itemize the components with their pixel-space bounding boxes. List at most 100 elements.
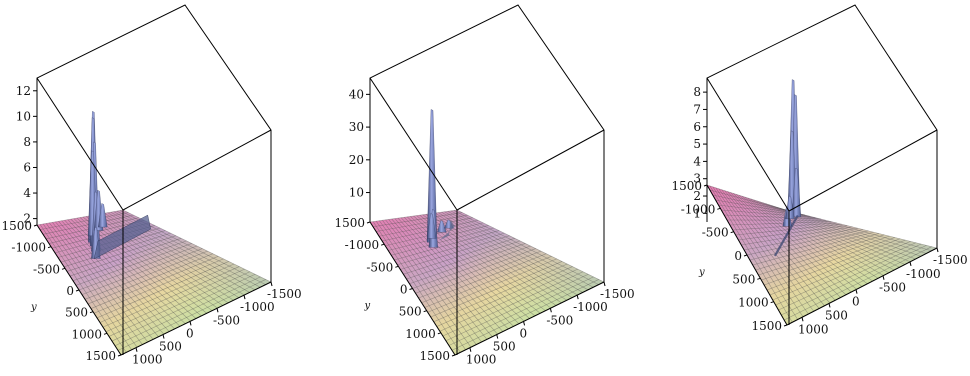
x-tick-label: 1000 <box>132 353 163 367</box>
grid-line <box>418 250 542 299</box>
y-tick-label: 1500 <box>334 216 365 230</box>
y-tick <box>47 246 52 249</box>
y-tick <box>89 311 94 314</box>
grid-line <box>709 185 793 323</box>
y-tick <box>33 224 38 227</box>
x-tick <box>549 308 552 313</box>
z-tick-label: 4 <box>693 154 701 168</box>
grid-line <box>718 188 809 315</box>
grid-line <box>785 209 932 252</box>
grid-line <box>447 211 589 291</box>
y-tick-label: 1500 <box>671 179 702 193</box>
grid-line <box>78 245 198 291</box>
grid-line <box>36 209 124 226</box>
x-tick-label: 500 <box>159 340 182 354</box>
x-tick-label: -1500 <box>600 287 635 301</box>
grid-line <box>764 237 895 286</box>
grid-line <box>92 215 218 309</box>
grid-line <box>39 212 129 230</box>
surface-plane-shade <box>370 210 604 355</box>
surface-peak <box>97 203 108 228</box>
y-tick <box>103 332 108 335</box>
grid-line <box>95 214 223 306</box>
grid-line <box>448 276 594 346</box>
grid-line <box>738 225 848 241</box>
grid-line <box>72 240 187 281</box>
grid-line <box>385 219 482 343</box>
y-tick-label: -1000 <box>681 202 716 216</box>
z-tick-label: 40 <box>349 87 364 101</box>
grid-line <box>407 216 520 324</box>
x-tick-label: -1500 <box>933 253 968 267</box>
surface-ridge <box>773 214 799 257</box>
grid-line <box>114 276 261 346</box>
grid-line <box>424 256 552 308</box>
bounding-box-top-edge <box>788 129 938 212</box>
y-axis-label: y <box>698 267 705 278</box>
x-tick-label: 0 <box>186 326 194 340</box>
y-tick-label: -1000 <box>11 241 46 255</box>
grid-line <box>421 253 547 304</box>
y-tick <box>117 354 122 357</box>
grid-line <box>427 258 557 313</box>
grid-line <box>736 194 841 298</box>
grid-line <box>403 217 514 327</box>
y-tick-label: 500 <box>399 305 422 319</box>
grid-line <box>52 222 149 343</box>
y-tick <box>717 207 721 210</box>
x-tick <box>162 334 165 339</box>
surface-peaks <box>426 109 455 248</box>
y-tick <box>409 288 413 290</box>
bounding-box-top-edge <box>706 77 790 212</box>
x-tick <box>523 321 526 326</box>
grid-line <box>445 274 589 342</box>
y-tick <box>770 301 774 304</box>
z-tick-label: 7 <box>693 102 701 116</box>
grid-line <box>752 231 874 266</box>
grid-line <box>61 220 165 335</box>
grid-line <box>96 261 229 319</box>
grid-line <box>406 240 521 280</box>
y-axis-ticks: 1500 -1000 -500 0 500 1000 1500 <box>334 216 456 363</box>
x-tick <box>496 334 499 339</box>
y-tick-label: 1500 <box>419 349 450 363</box>
grid-line <box>412 245 531 289</box>
grid-line <box>729 221 832 226</box>
grid-line <box>400 217 509 330</box>
x-axis <box>786 247 938 326</box>
x-tick <box>936 247 939 253</box>
grid-line <box>369 209 458 223</box>
grid-line <box>431 213 562 304</box>
grid-line <box>727 191 825 306</box>
grid-line <box>379 220 472 348</box>
bounding-box-top-edge <box>36 77 124 211</box>
y-tick-label: -1000 <box>345 238 380 252</box>
grid-line <box>746 229 864 256</box>
grid-line <box>753 199 873 282</box>
grid-line <box>775 242 916 306</box>
grid-line <box>99 263 235 323</box>
grid-line <box>375 220 466 350</box>
grid-line <box>784 246 932 321</box>
z-tick-label: 4 <box>23 186 31 200</box>
grid-line <box>388 219 488 340</box>
grid-line <box>63 232 171 268</box>
grid-line <box>712 194 800 214</box>
y-tick-label: 500 <box>732 272 755 286</box>
bounding-box-top-edge <box>369 77 458 211</box>
y-tick-label: 1500 <box>1 219 32 233</box>
z-tick-label: 5 <box>693 137 701 151</box>
z-tick-label: 3 <box>693 172 701 186</box>
grid-line <box>724 190 820 309</box>
x-tick <box>189 321 192 326</box>
y-tick <box>61 267 66 270</box>
x-tick <box>216 308 219 313</box>
y-tick-label: 0 <box>400 283 408 297</box>
grid-line <box>376 214 468 232</box>
surface-peak <box>437 220 447 233</box>
grid-line <box>39 224 127 353</box>
grid-line <box>90 256 219 309</box>
grid-line <box>788 210 938 249</box>
